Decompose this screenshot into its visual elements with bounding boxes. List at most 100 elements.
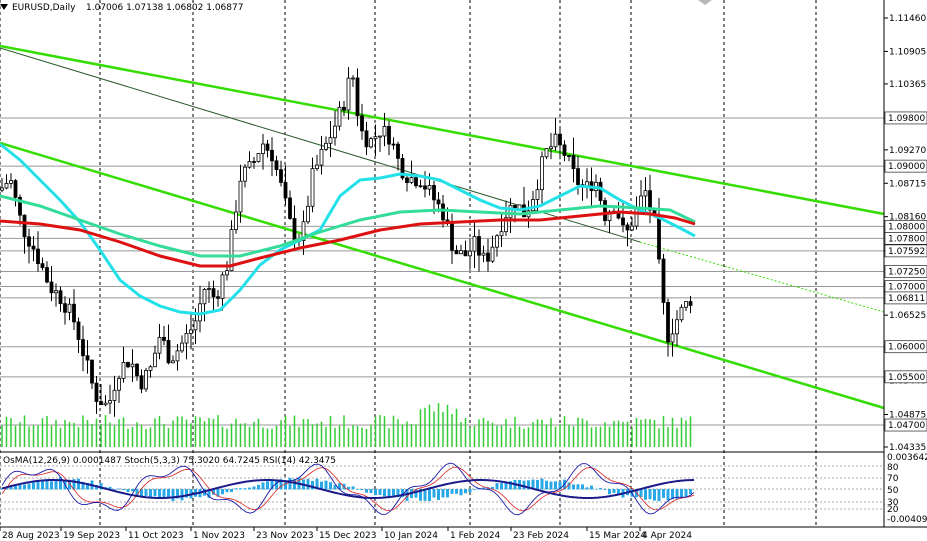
level-label-text: 1.06000 [888,343,925,353]
moving-averages [0,142,696,316]
osma-bar [441,489,445,498]
osma-bar [437,489,440,500]
candle-body [427,185,432,190]
osma-bar [176,489,179,499]
price-tick-label: 1.10365 [889,80,926,90]
candle-body [418,185,423,188]
candle-body [531,199,535,212]
candle-body [643,190,648,197]
osma-bar [27,483,31,490]
osma-bar [369,489,373,494]
osma-bar [464,489,467,494]
candle-body [193,320,198,331]
candle-body [319,148,324,166]
osma-bar [531,479,535,490]
osma-bar [662,489,665,498]
candle-body [423,185,427,190]
time-tick-label: 19 Sep 2023 [63,531,120,541]
osma-bar [549,481,553,490]
osma-bar [72,479,76,490]
candle-body [688,301,693,306]
level-labels: 1.09800 1.09000 1.08000 1.07800 1.07592 1.072… [884,111,927,432]
candle-body [310,168,315,207]
osma-bar [671,489,674,500]
level-label-box [884,418,927,432]
price-tick-label: 1.11460 [889,14,926,24]
osma-bar [338,483,341,490]
price-tick-label: 1.04335 [889,443,926,453]
candle-body [166,340,171,364]
time-tick-label: 28 Aug 2023 [2,531,60,541]
level-label-box [884,232,927,245]
candle-body [598,181,603,201]
candle-body [409,177,414,183]
time-axis: 28 Aug 2023 19 Sep 2023 11 Oct 2023 1 Nov 2… [0,527,692,541]
candle-body [81,339,85,357]
candle-body [517,204,522,210]
candle-body [63,303,67,313]
osma-bar [158,489,161,498]
candle-body [288,197,292,219]
osma-bar [230,489,233,493]
osma-bar [612,489,616,494]
candle-body [477,236,481,256]
osma-bar [77,478,80,490]
osma-bar [171,489,175,501]
osma-bar [432,489,436,498]
candle-body [459,250,463,255]
osma-bar [221,489,224,495]
osma-bar [0,488,4,490]
candle-body [535,189,540,200]
osma-bar [261,482,265,490]
indicator-axis-label: 0.0036427 [887,453,927,463]
menu-arrow-icon[interactable] [0,4,8,10]
time-tick-label: 15 Mar 2024 [589,531,646,541]
osma-bar [126,489,130,493]
osma-bar [9,485,13,490]
osma-bar [495,483,499,490]
osma-bar [459,489,463,496]
candle-body [342,106,346,111]
candle-body [94,382,99,402]
candle-body [274,160,279,171]
candle-body [639,195,643,209]
time-tick-label: 10 Jan 2024 [384,531,438,541]
candle-body [67,303,72,313]
level-label-box [884,265,927,278]
candle-body [9,180,13,184]
level-label-box [884,291,927,305]
osma-bar [23,484,26,490]
osma-bar [212,489,215,495]
time-tick-label: 15 Dec 2023 [319,531,377,541]
candle-body [621,217,625,226]
candle-body [391,143,396,146]
candle-body [346,77,351,111]
osma-bar [144,489,148,496]
candle-body [58,290,63,305]
osma-bar [239,488,242,490]
osma-bar [414,489,418,498]
candle-body [414,177,418,187]
candle-body [378,135,382,138]
level-label-text: 1.08000 [888,222,925,232]
candle-body [220,274,225,299]
candle-body [4,183,9,189]
osma-bar [599,488,602,490]
candle-body [364,130,369,148]
candle-body [567,155,571,157]
candle-body [553,133,558,148]
osma-bar [585,487,589,490]
candle-body [144,370,148,390]
candle-body [72,303,76,323]
osma-bar [374,489,377,496]
ma-slow-line [0,210,696,268]
osma-bar [59,477,62,490]
price-tick-label: 1.10905 [889,47,926,57]
candle-body [432,185,436,201]
osma-bar [603,489,607,490]
candle-body [337,106,342,127]
osma-bar [68,479,71,490]
osma-bar [491,486,494,490]
candle-body [315,164,319,170]
